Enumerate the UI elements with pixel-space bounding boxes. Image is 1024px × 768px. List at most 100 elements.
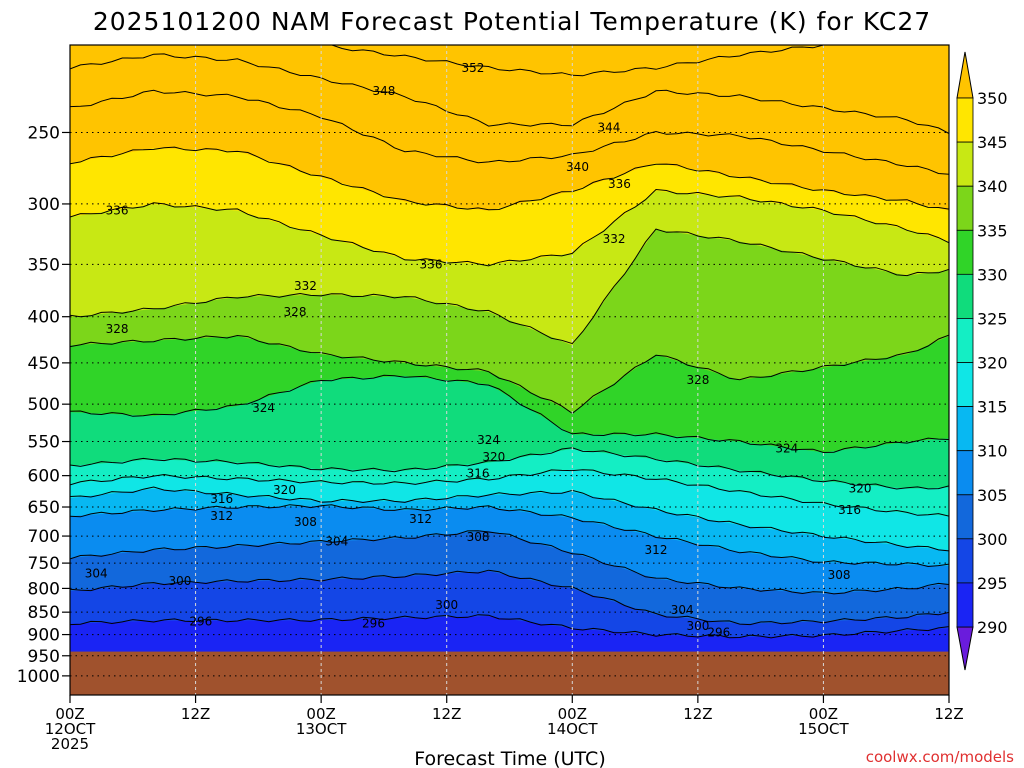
x-tick-label: 12Z: [432, 705, 461, 723]
contour-label: 328: [284, 305, 307, 319]
y-tick-label: 450: [28, 354, 60, 374]
y-tick-label: 1000: [17, 667, 60, 687]
contour-label: 300: [686, 619, 709, 633]
credit-text: coolwx.com/models: [866, 748, 1014, 766]
x-axis-label: Forecast Time (UTC): [414, 748, 605, 768]
y-tick-label: 500: [28, 395, 60, 415]
isentrope-324: [70, 374, 949, 454]
y-tick-label: 550: [28, 433, 60, 453]
y-tick-label: 400: [28, 308, 60, 328]
contour-label: 304: [325, 535, 348, 549]
contour-label: 316: [838, 503, 861, 517]
temperature-band: [70, 45, 949, 76]
x-tick-label: 15OCT: [798, 720, 849, 738]
colorbar-label: 345: [977, 133, 1008, 152]
colorbar-segment: [956, 97, 974, 143]
y-tick-label: 800: [28, 579, 60, 599]
colorbar-segment: [956, 494, 974, 540]
y-axis-ticks: 250 300 350 400 450 500 550 600 650 700 750 800 850 9…: [17, 124, 70, 687]
x-tick-label: 00Z: [306, 705, 335, 723]
colorbar-label: 325: [977, 309, 1008, 328]
contour-label: 328: [686, 373, 709, 387]
contour-label: 324: [775, 442, 798, 456]
colorbar: 350 345 340 335 330 325 320 315 310 305 300 295 290: [956, 51, 1008, 671]
contour-label: 296: [707, 625, 730, 639]
x-tick-label: 00Z: [55, 705, 84, 723]
colorbar-segment: [956, 229, 974, 275]
contour-label: 340: [566, 160, 589, 174]
contour-label: 324: [252, 401, 275, 415]
y-tick-label: 750: [28, 554, 60, 574]
x-tick-label: 12Z: [181, 705, 210, 723]
colorbar-segment: [956, 538, 974, 584]
isentrope-320: [70, 447, 949, 490]
colorbar-top-extension: [956, 51, 974, 99]
contour-label: 312: [210, 509, 233, 523]
contour-label: 316: [467, 467, 490, 481]
contour-label: 348: [372, 84, 395, 98]
y-tick-label: 700: [28, 527, 60, 547]
isentrope-336: [70, 188, 949, 267]
contour-label: 332: [294, 279, 317, 293]
y-tick-label: 300: [28, 195, 60, 215]
x-tick-label: 14OCT: [547, 720, 598, 738]
contour-label: 304: [85, 566, 108, 580]
x-tick-label: 13OCT: [296, 720, 347, 738]
contour-label: 316: [210, 492, 233, 506]
colorbar-label: 315: [977, 398, 1008, 417]
isentrope-lines: [70, 45, 949, 639]
isentrope-312: [70, 486, 949, 552]
isentrope-348: [70, 53, 949, 134]
y-tick-label: 600: [28, 467, 60, 487]
colorbar-segment: [956, 450, 974, 496]
contour-label: 300: [168, 574, 191, 588]
colorbar-label: 300: [977, 530, 1008, 549]
contour-label: 320: [849, 482, 872, 496]
contour-label: 296: [362, 617, 385, 631]
contour-label: 328: [106, 322, 129, 336]
contour-label: 336: [608, 177, 631, 191]
contour-label: 332: [603, 232, 626, 246]
contour-label: 308: [294, 515, 317, 529]
contour-label: 312: [645, 543, 668, 557]
isentrope-332: [70, 228, 949, 345]
isentrope-304: [70, 530, 949, 595]
isentrope-296: [70, 614, 949, 639]
x-tick-label: 00Z: [558, 705, 587, 723]
colorbar-label: 290: [977, 618, 1008, 637]
contour-label: 320: [273, 483, 296, 497]
isentrope-328: [70, 334, 949, 415]
y-tick-label: 650: [28, 498, 60, 518]
chart-title: 2025101200 NAM Forecast Potential Temper…: [93, 7, 931, 36]
plot-frame: [69, 44, 950, 696]
colorbar-bottom-extension: [956, 626, 974, 671]
x-tick-label: 12Z: [683, 705, 712, 723]
colorbar-label: 335: [977, 221, 1008, 240]
isentrope-300: [70, 569, 949, 626]
contour-label: 304: [671, 603, 694, 617]
x-tick-label: 12Z: [934, 705, 963, 723]
contour-label: 336: [420, 257, 443, 271]
y-tick-label: 850: [28, 603, 60, 623]
colorbar-segment: [956, 185, 974, 231]
grid-lines: [70, 45, 950, 695]
isentrope-308: [70, 504, 949, 568]
colorbar-segment: [956, 362, 974, 407]
below-ground-area: [70, 651, 949, 695]
contour-label: 344: [597, 121, 620, 135]
contour-label: 312: [409, 512, 432, 526]
colorbar-segment: [956, 273, 974, 319]
isentrope-316: [70, 469, 949, 517]
x-tick-label: 2025: [51, 735, 89, 753]
plot-area: 352 348 344 340 336 332 336 336 332 328 328 328 324 3…: [69, 44, 950, 696]
colorbar-label: 305: [977, 486, 1008, 505]
contour-label: 308: [828, 568, 851, 582]
colorbar-segment: [956, 406, 974, 452]
isentrope-340: [70, 146, 949, 211]
colorbar-label: 320: [977, 354, 1008, 373]
colorbar-segment: [956, 317, 974, 363]
y-tick-label: 350: [28, 255, 60, 275]
x-tick-label: 00Z: [809, 705, 838, 723]
